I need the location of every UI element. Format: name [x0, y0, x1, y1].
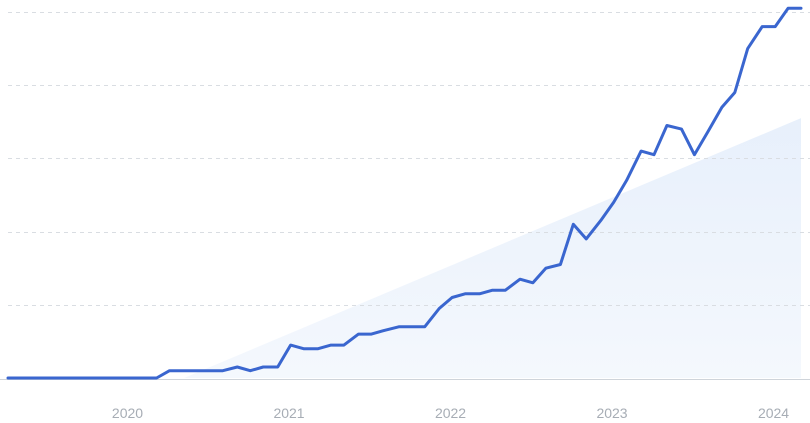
x-tick-label: 2023 — [596, 405, 627, 421]
trend-band — [184, 118, 801, 378]
x-tick-label: 2021 — [273, 405, 304, 421]
x-tick-label: 2024 — [758, 405, 789, 421]
x-tick-label: 2020 — [112, 405, 143, 421]
trend-band-shape — [184, 118, 801, 378]
x-axis-ticks: 2020 2021 2022 2023 2024 — [112, 405, 789, 421]
series-line — [6, 6, 803, 380]
series-layer — [6, 6, 803, 380]
x-tick-label: 2022 — [435, 405, 466, 421]
